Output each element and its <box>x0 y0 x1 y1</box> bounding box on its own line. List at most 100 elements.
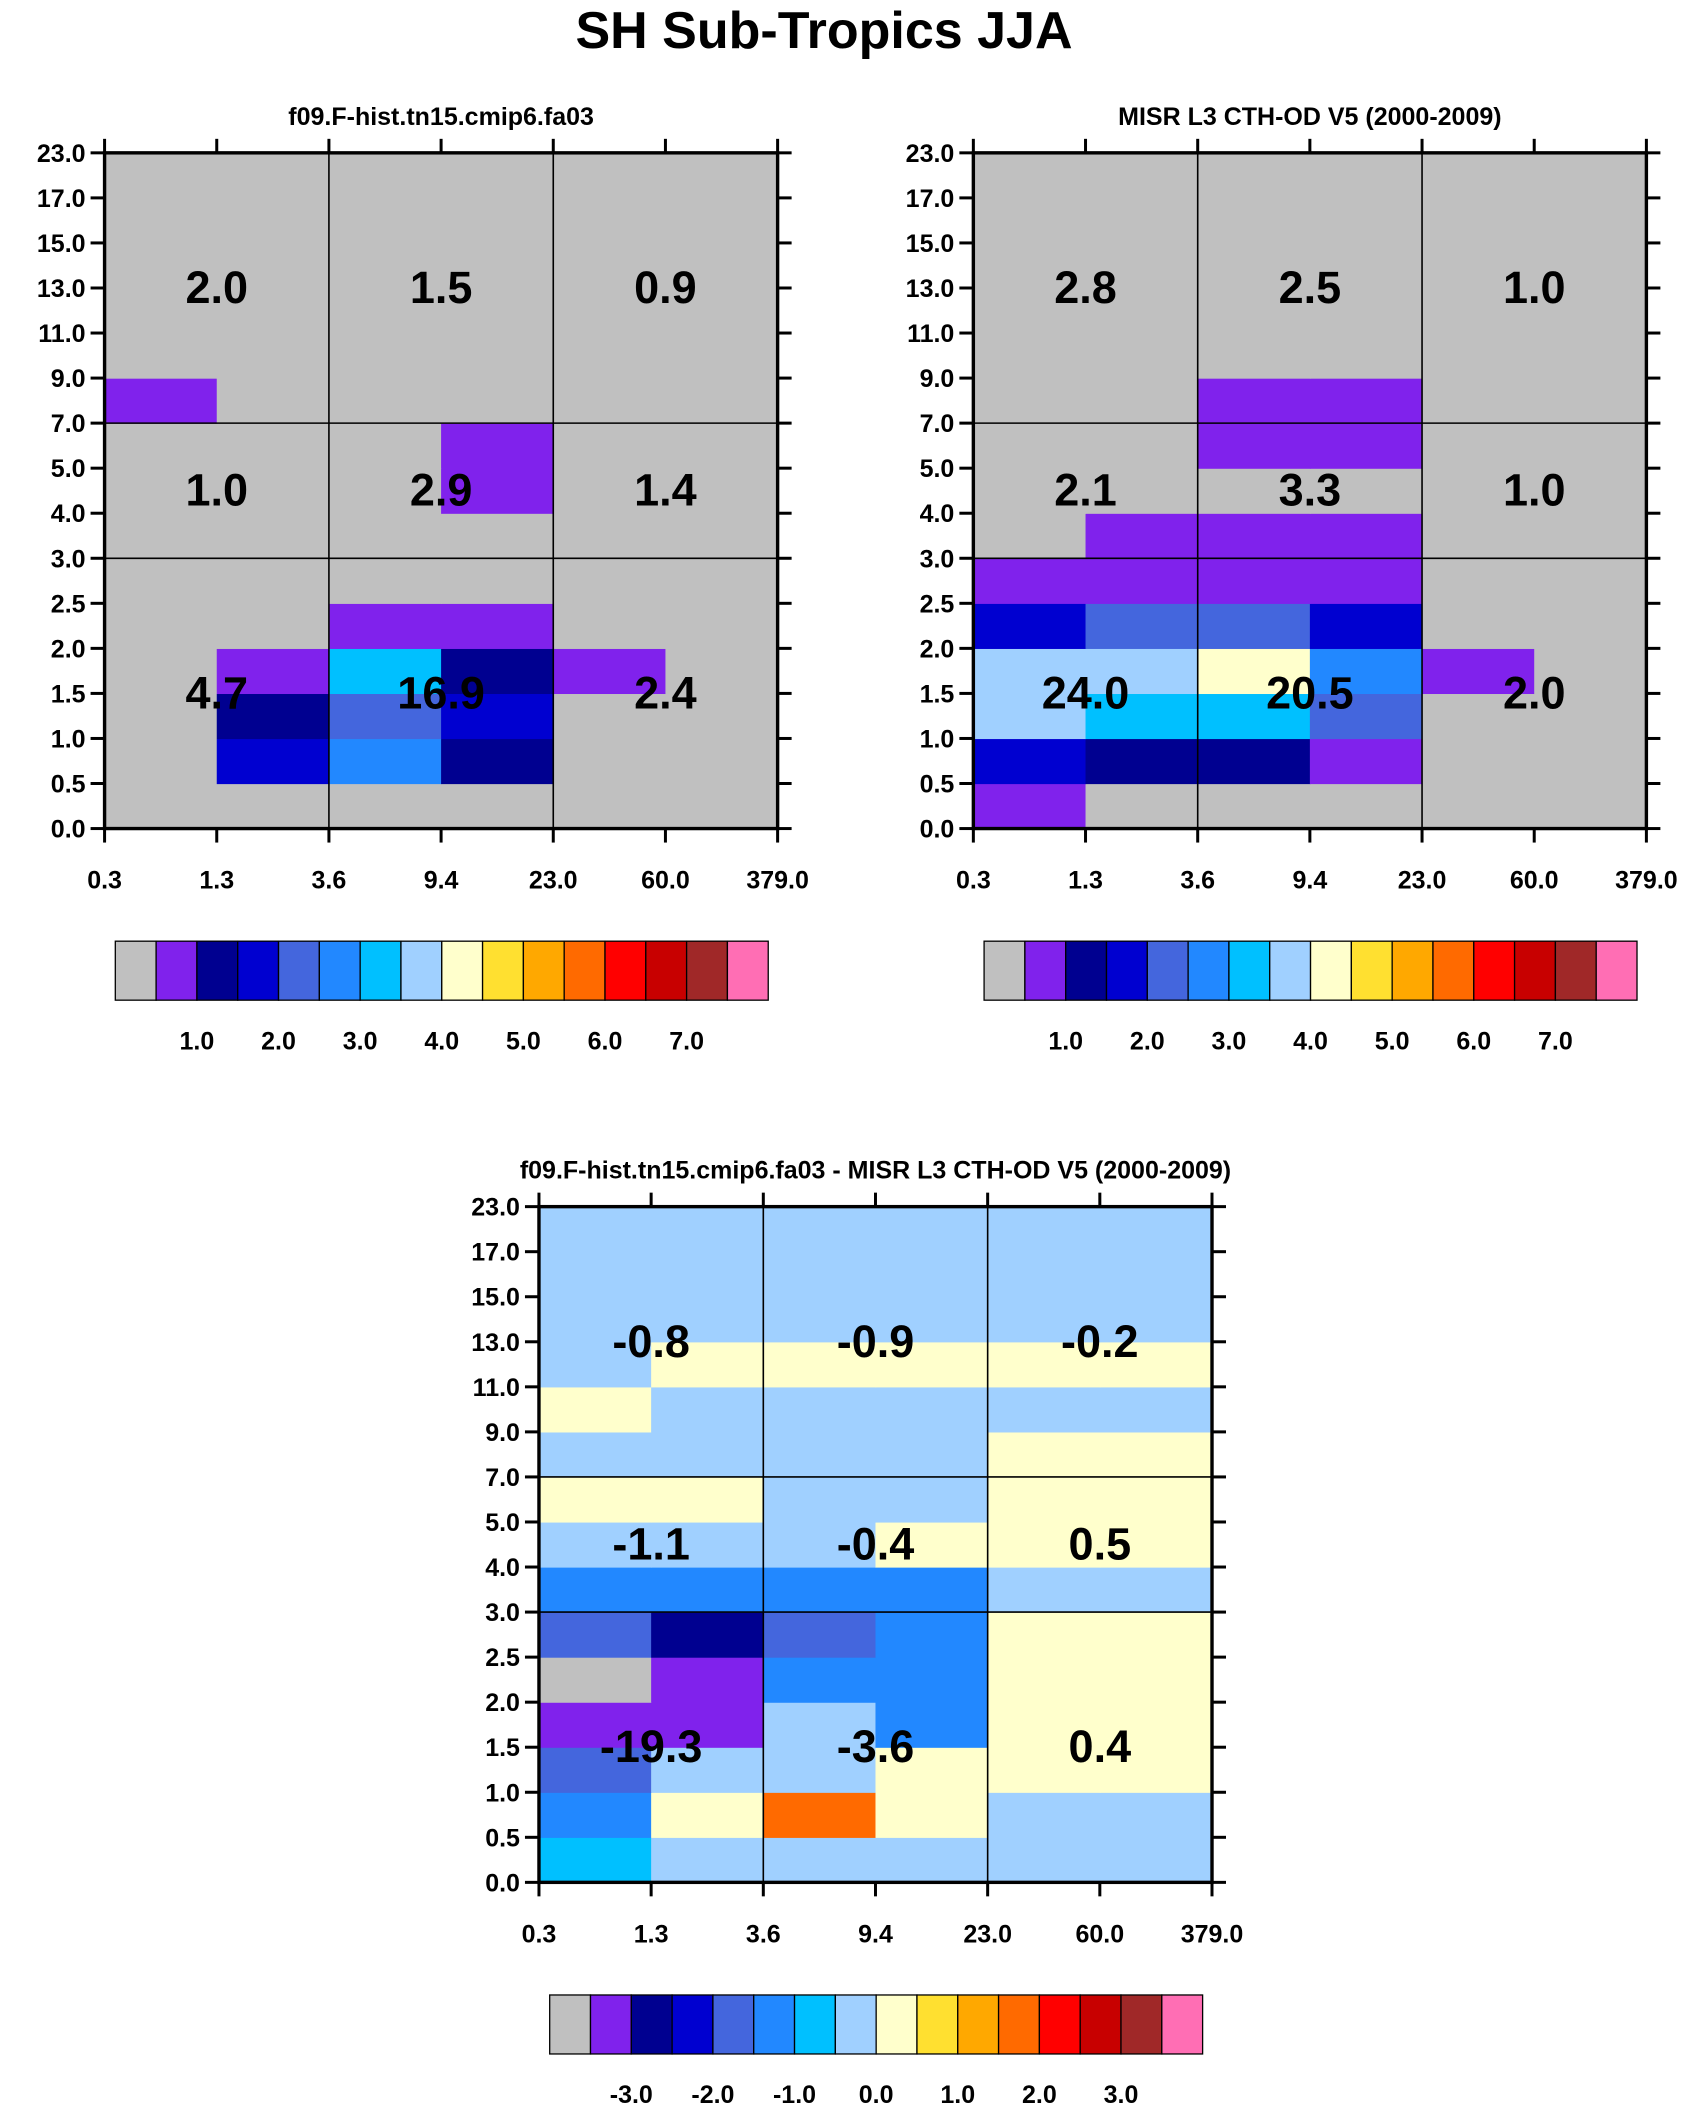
heatmap-cell <box>538 1567 652 1613</box>
heatmap-cell <box>104 738 218 785</box>
heatmap-cell <box>328 513 442 559</box>
heatmap-cell <box>553 287 667 334</box>
heatmap-cell <box>1309 152 1423 199</box>
heatmap-cell <box>216 603 330 649</box>
x-tick-label: 9.4 <box>858 1920 893 1948</box>
heatmap-cell <box>987 1837 1101 1883</box>
heatmap-cell <box>1309 513 1423 559</box>
heatmap-cell <box>875 1386 989 1433</box>
heatmap-cell <box>973 738 1087 785</box>
colorbar-label: 2.0 <box>261 1027 296 1055</box>
heatmap-cell <box>1534 423 1647 469</box>
colorbar-label: 3.0 <box>343 1027 378 1055</box>
heatmap-cell <box>1085 648 1199 695</box>
heatmap-cell <box>1197 152 1311 199</box>
y-tick-label: 13.0 <box>906 275 955 303</box>
heatmap-cell <box>328 468 442 514</box>
heatmap-cell <box>1099 1702 1213 1748</box>
heatmap-cell <box>875 1612 989 1658</box>
x-tick-label: 23.0 <box>963 1920 1012 1948</box>
colorbar-swatch <box>155 940 198 1001</box>
heatmap-cell <box>1197 333 1311 379</box>
x-tick-label: 60.0 <box>1075 1920 1124 1948</box>
colorbar-swatch <box>1038 1994 1081 2055</box>
block-value-label: 2.4 <box>634 667 697 718</box>
heatmap-cell <box>665 693 779 740</box>
y-tick-label: 1.0 <box>920 725 955 753</box>
colorbar-swatch <box>1146 940 1189 1001</box>
heatmap-cell <box>1197 783 1311 830</box>
heatmap-cell <box>538 1251 652 1298</box>
heatmap-cell <box>1099 1296 1213 1343</box>
colorbar-swatch <box>1065 940 1108 1001</box>
heatmap-cell <box>441 693 554 740</box>
heatmap-cell <box>665 333 779 379</box>
heatmap-cell <box>328 152 442 199</box>
heatmap-cell <box>763 1837 877 1883</box>
heatmap-cell <box>441 378 554 424</box>
heatmap-cell <box>875 1251 989 1298</box>
block-value-label: -1.1 <box>612 1518 690 1569</box>
heatmap-cell <box>665 423 779 469</box>
heatmap-cell <box>216 648 330 695</box>
y-tick-label: 11.0 <box>38 320 85 348</box>
heatmap-cell <box>763 1567 877 1613</box>
heatmap-cell <box>651 1837 764 1883</box>
heatmap-cell <box>1197 242 1311 289</box>
heatmap-cell <box>875 1837 989 1883</box>
heatmap-cell <box>328 738 442 785</box>
heatmap-cell <box>1534 783 1647 830</box>
y-tick-label: 17.0 <box>906 185 955 213</box>
colorbar-swatch <box>1391 940 1434 1001</box>
heatmap-cell <box>763 1702 877 1748</box>
heatmap-cell <box>216 242 330 289</box>
heatmap-cell <box>875 1476 989 1523</box>
heatmap-cell <box>1309 197 1423 244</box>
heatmap-cell <box>1085 333 1199 379</box>
y-tick-label: 13.0 <box>37 275 86 303</box>
panel-title: f09.F-hist.tn15.cmip6.fa03 <box>288 103 594 131</box>
heatmap-cell <box>1099 1837 1213 1883</box>
heatmap-cell <box>875 1702 989 1748</box>
heatmap-cell <box>763 1612 877 1658</box>
heatmap-cell <box>665 648 779 695</box>
y-tick-label: 9.0 <box>51 365 86 393</box>
heatmap-cell <box>441 738 554 785</box>
y-tick-label: 0.5 <box>920 771 955 799</box>
heatmap-cell <box>651 1386 764 1433</box>
y-tick-label: 0.0 <box>51 816 86 844</box>
x-tick-label: 0.3 <box>522 1920 557 1948</box>
heatmap-cell <box>441 783 554 830</box>
heatmap-cell <box>1197 693 1311 740</box>
heatmap-cell <box>665 603 779 649</box>
block-value-label: -19.3 <box>600 1721 703 1772</box>
block-value-label: 0.4 <box>1069 1721 1132 1772</box>
colorbar-label: 6.0 <box>1456 1027 1491 1055</box>
heatmap-cell <box>1197 738 1311 785</box>
y-tick-label: 2.5 <box>51 590 86 618</box>
colorbar-swatch <box>645 940 688 1001</box>
heatmap-cell <box>987 1476 1101 1523</box>
heatmap-cell <box>216 738 330 785</box>
heatmap-cell <box>553 558 667 604</box>
colorbar-label: 5.0 <box>1375 1027 1410 1055</box>
heatmap-cell <box>987 1521 1101 1568</box>
y-tick-label: 3.0 <box>485 1599 520 1627</box>
heatmap-cell <box>973 378 1087 424</box>
heatmap-cell <box>104 378 218 424</box>
heatmap-cell <box>763 1206 877 1253</box>
heatmap-cell <box>1422 197 1535 244</box>
heatmap-cell <box>1197 648 1311 695</box>
heatmap-cell <box>216 783 330 830</box>
heatmap-cell <box>1534 197 1647 244</box>
heatmap-cell <box>973 333 1087 379</box>
heatmap-cell <box>553 423 667 469</box>
colorbar-swatch <box>481 940 525 1001</box>
heatmap-cell <box>651 1296 764 1343</box>
y-tick-label: 15.0 <box>471 1284 520 1312</box>
heatmap-cell <box>538 1747 652 1793</box>
heatmap-cell <box>104 513 218 559</box>
y-tick-label: 2.5 <box>920 590 955 618</box>
heatmap-cell <box>987 1296 1101 1343</box>
